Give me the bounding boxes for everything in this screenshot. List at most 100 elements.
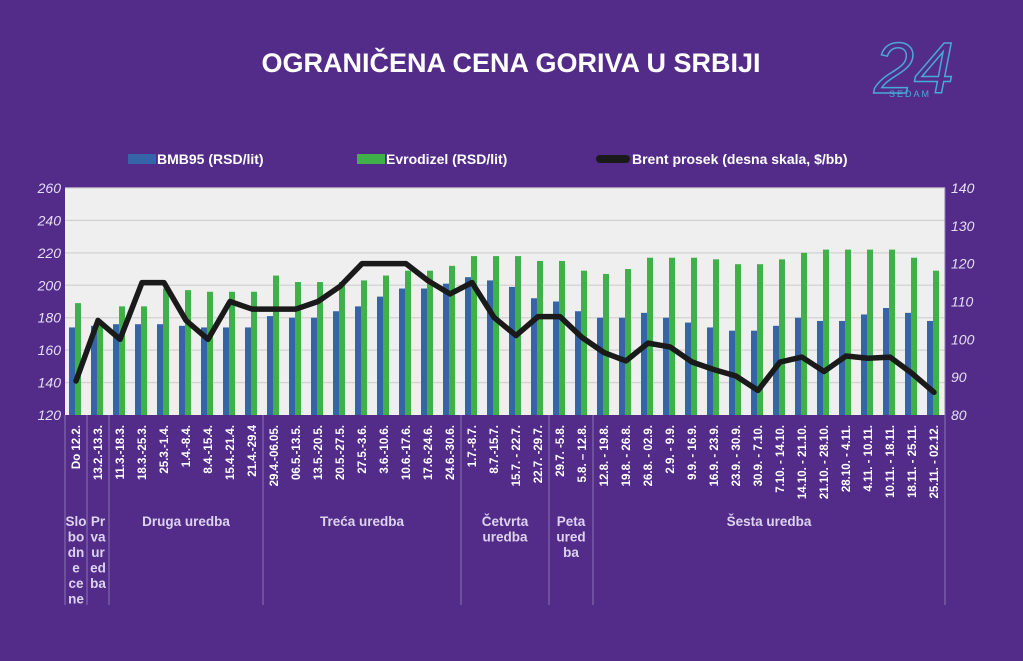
bar-bmb95 bbox=[751, 330, 757, 415]
bar-evrodizel bbox=[207, 291, 213, 415]
group-label: Treća uredba bbox=[320, 514, 405, 529]
x-tick-label: 29.7. -5.8. bbox=[555, 425, 567, 477]
bar-evrodizel bbox=[449, 265, 455, 415]
bar-bmb95 bbox=[927, 320, 933, 415]
bar-evrodizel bbox=[801, 252, 807, 415]
bar-bmb95 bbox=[179, 325, 185, 415]
legend-label: Evrodizel (RSD/lit) bbox=[386, 151, 507, 167]
x-tick-label: 23.9. - 30.9. bbox=[731, 425, 743, 486]
bar-evrodizel bbox=[889, 249, 895, 415]
bar-bmb95 bbox=[267, 316, 273, 415]
bar-bmb95 bbox=[311, 317, 317, 415]
legend-label: Brent prosek (desna skala, $/bb) bbox=[632, 151, 848, 167]
bar-evrodizel bbox=[295, 282, 301, 415]
x-tick-label: 9.9. - 16.9. bbox=[687, 425, 699, 480]
bar-bmb95 bbox=[333, 311, 339, 415]
group-label: Četvrta uredba bbox=[482, 514, 529, 545]
bar-bmb95 bbox=[707, 327, 713, 415]
x-tick-label: 25.3.-1.4. bbox=[159, 425, 171, 474]
bar-bmb95 bbox=[289, 317, 295, 415]
x-tick-label: 17.6.-24.6. bbox=[423, 425, 435, 480]
bar-evrodizel bbox=[911, 257, 917, 415]
y-right-tick: 140 bbox=[951, 180, 975, 196]
y-right-tick: 100 bbox=[951, 331, 975, 347]
bar-bmb95 bbox=[531, 298, 537, 415]
bar-evrodizel bbox=[757, 264, 763, 415]
x-tick-label: 15.4.-21.4. bbox=[225, 425, 237, 480]
x-tick-label: 24.6.-30.6. bbox=[445, 425, 457, 480]
bar-bmb95 bbox=[905, 312, 911, 415]
bar-bmb95 bbox=[597, 317, 603, 415]
bar-bmb95 bbox=[201, 327, 207, 415]
bar-evrodizel bbox=[625, 269, 631, 415]
bar-bmb95 bbox=[399, 288, 405, 415]
group-label: Pr va ur ed ba bbox=[90, 514, 106, 591]
plot-area bbox=[65, 188, 945, 415]
y-left-tick: 140 bbox=[38, 375, 62, 391]
bar-evrodizel bbox=[339, 282, 345, 415]
bar-evrodizel bbox=[317, 282, 323, 415]
x-tick-label: 11.3.-18.3. bbox=[115, 425, 127, 479]
bar-evrodizel bbox=[581, 270, 587, 415]
bar-bmb95 bbox=[795, 317, 801, 415]
bar-bmb95 bbox=[883, 307, 889, 415]
bar-bmb95 bbox=[641, 312, 647, 415]
bar-evrodizel bbox=[141, 306, 147, 415]
x-tick-label: 19.8. - 26.8. bbox=[621, 425, 633, 486]
x-tick-label: 20.5.-27.5. bbox=[335, 425, 347, 480]
bar-evrodizel bbox=[779, 259, 785, 415]
y-left-tick: 160 bbox=[38, 342, 62, 358]
bar-evrodizel bbox=[823, 249, 829, 415]
x-tick-label: 10.11. - 18.11. bbox=[885, 425, 897, 498]
logo-number: 24 bbox=[873, 29, 954, 109]
bar-bmb95 bbox=[509, 286, 515, 415]
bar-evrodizel bbox=[537, 260, 543, 415]
x-tick-label: 2.9. - 9.9. bbox=[665, 425, 677, 474]
bar-evrodizel bbox=[493, 256, 499, 415]
bar-evrodizel bbox=[559, 260, 565, 415]
brent-line bbox=[73, 260, 937, 396]
x-tick-label: 30.9. - 7.10. bbox=[753, 425, 765, 486]
bar-bmb95 bbox=[355, 306, 361, 415]
bar-evrodizel bbox=[119, 306, 125, 415]
bar-evrodizel bbox=[229, 291, 235, 415]
bar-evrodizel bbox=[273, 275, 279, 415]
x-tick-label: 18.11. - 25.11. bbox=[907, 425, 919, 498]
bar-bmb95 bbox=[487, 280, 493, 415]
x-tick-label: 8.4.-15.4. bbox=[203, 425, 215, 474]
y-left-tick: 240 bbox=[37, 212, 62, 228]
bar-evrodizel bbox=[691, 257, 697, 415]
x-tick-label: 5.8. – 12.8. bbox=[577, 425, 589, 483]
bar-evrodizel bbox=[75, 303, 81, 415]
x-tick-label: 10.6.-17.6. bbox=[401, 425, 413, 480]
x-tick-label: 29.4.-06.05. bbox=[269, 425, 281, 486]
legend-label: BMB95 (RSD/lit) bbox=[157, 151, 264, 167]
bar-bmb95 bbox=[663, 317, 669, 415]
x-tick-label: 16.9. - 23.9. bbox=[709, 425, 721, 486]
y-right-tick: 90 bbox=[951, 369, 967, 385]
bar-bmb95 bbox=[69, 327, 75, 415]
bar-bmb95 bbox=[553, 301, 559, 415]
bar-bmb95 bbox=[223, 327, 229, 415]
bar-evrodizel bbox=[163, 288, 169, 415]
brent-line-path bbox=[73, 260, 937, 396]
bar-bmb95 bbox=[443, 283, 449, 415]
x-tick-label: 26.8. - 02.9. bbox=[643, 425, 655, 486]
bar-bmb95 bbox=[861, 314, 867, 415]
legend-swatch bbox=[128, 154, 156, 164]
bar-evrodizel bbox=[603, 273, 609, 415]
legend-swatch bbox=[357, 154, 385, 164]
x-tick-label: 1.4.-8.4. bbox=[181, 425, 193, 467]
bar-bmb95 bbox=[685, 322, 691, 415]
x-tick-label: 1.7.-8.7. bbox=[467, 425, 479, 467]
group-label: Druga uredba bbox=[142, 514, 230, 529]
y-left-tick: 260 bbox=[37, 180, 62, 196]
x-tick-label: 28.10. - 4.11. bbox=[841, 425, 853, 492]
bar-evrodizel bbox=[251, 291, 257, 415]
x-tick-label: 7.10. - 14.10. bbox=[775, 425, 787, 493]
y-right-tick: 120 bbox=[951, 256, 975, 272]
bar-evrodizel bbox=[97, 320, 103, 415]
y-right-tick: 80 bbox=[951, 407, 967, 423]
y-left-tick: 200 bbox=[37, 277, 62, 293]
